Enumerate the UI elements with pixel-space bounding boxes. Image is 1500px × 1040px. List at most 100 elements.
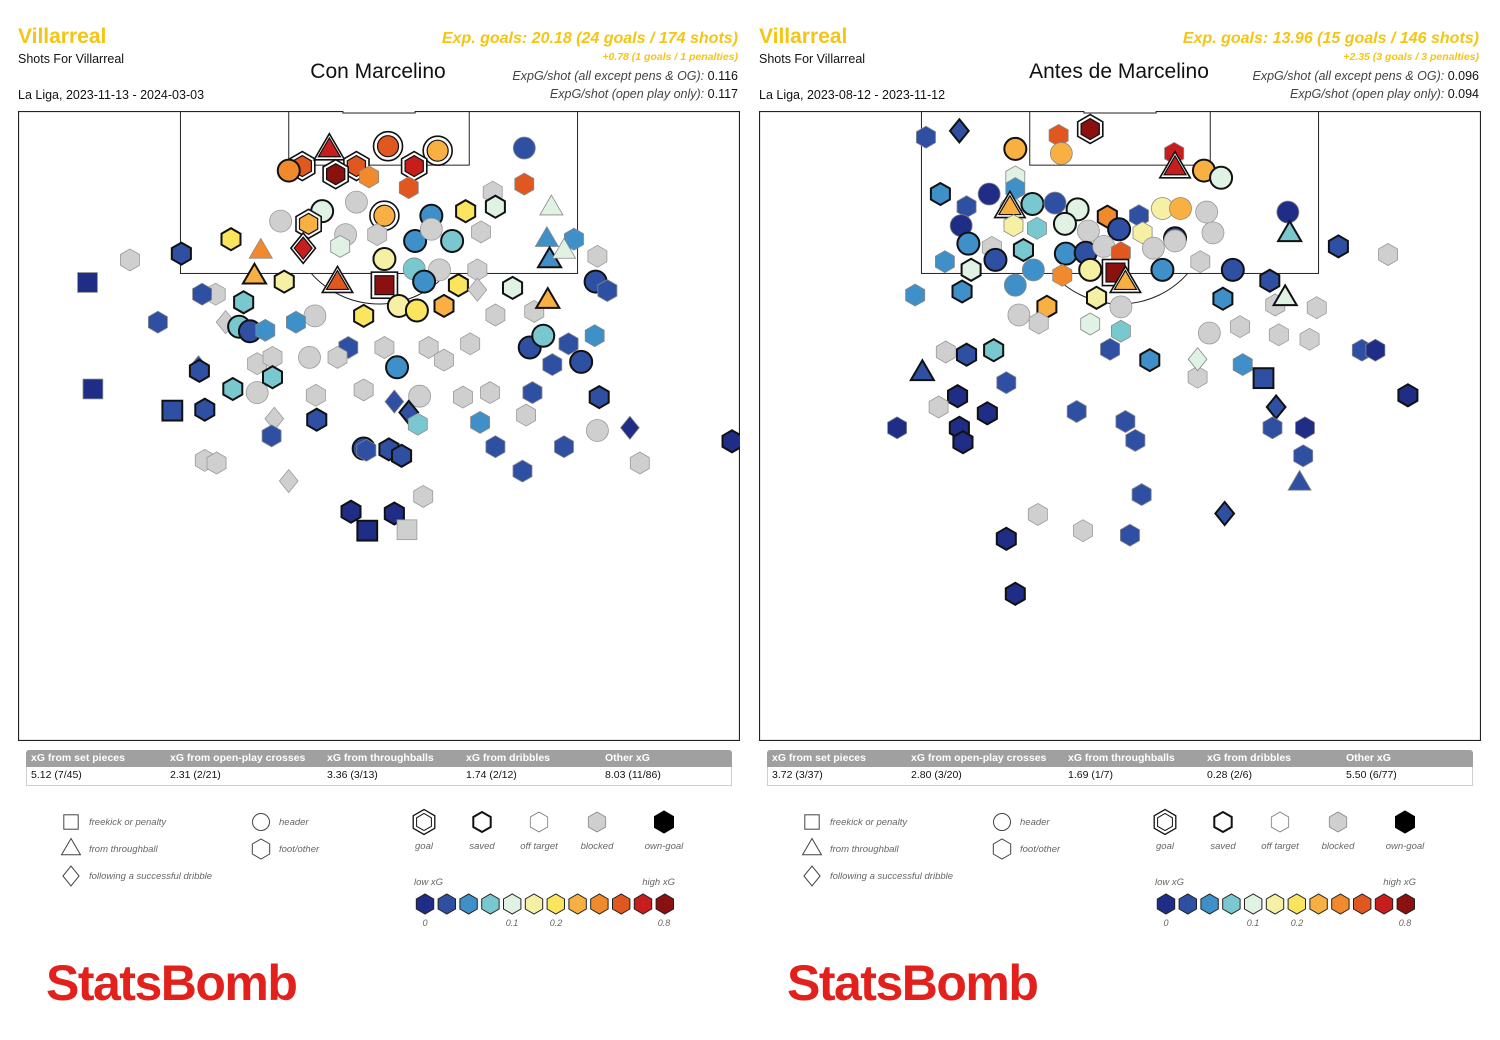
shot-marker: [419, 217, 443, 241]
shot-marker: [1212, 286, 1234, 311]
color-scale-swatch: [437, 893, 456, 915]
panel-title: Con Marcelino: [310, 60, 446, 83]
legend-label: low xG: [1155, 877, 1184, 888]
shot-marker: [905, 283, 926, 307]
shot-marker: [558, 332, 579, 356]
dribble-icon: [62, 865, 80, 887]
foot-icon: [251, 838, 271, 860]
shot-marker: [928, 395, 949, 419]
shot-marker: [1052, 211, 1077, 236]
color-scale-swatch: [633, 893, 653, 915]
summary-header: xG from dribbles: [466, 752, 551, 764]
shot-marker: [1100, 337, 1121, 361]
competition-dates: La Liga, 2023-11-13 - 2024-03-03: [18, 88, 205, 102]
shot-marker: [1012, 237, 1034, 263]
goal-marker: [325, 269, 350, 291]
shot-marker: [372, 247, 397, 272]
legend-label: low xG: [414, 877, 443, 888]
shot-marker: [976, 401, 998, 426]
shot-marker: [983, 247, 1008, 272]
shot-map: [18, 111, 740, 741]
shot-marker: [512, 136, 536, 160]
summary-header: xG from throughballs: [327, 752, 434, 764]
summary-value: 3.36 (3/13): [327, 769, 378, 781]
shot-marker: [1293, 444, 1314, 468]
shot-marker: [460, 332, 481, 356]
color-scale-swatch: [590, 893, 609, 915]
shot-marker: [471, 220, 491, 244]
xg-total: Exp. goals: 13.96 (15 goals / 146 shots): [1182, 30, 1479, 47]
shot-marker: [1052, 263, 1073, 287]
shot-marker: [947, 384, 969, 409]
shot-marker: [82, 378, 104, 400]
legend-label: goal: [1156, 841, 1175, 852]
shot-marker: [1007, 303, 1031, 327]
shot-marker: [1214, 500, 1236, 527]
rate-value: 0.096: [1447, 69, 1479, 83]
shot-marker: [245, 381, 269, 404]
summary-header: Other xG: [1346, 752, 1391, 764]
shot-marker: [404, 298, 429, 323]
panel-con-marcelino: Villarreal Shots For Villarreal La Liga,…: [0, 0, 740, 1040]
color-scale-swatch: [655, 893, 674, 915]
shot-marker: [384, 389, 405, 414]
shot-marker: [887, 416, 908, 440]
saved-icon: [1213, 810, 1233, 834]
shot-marker: [1131, 483, 1152, 507]
goal: [1083, 111, 1157, 114]
color-scale-swatch: [415, 893, 435, 915]
shot-marker: [413, 484, 434, 508]
summary-header-bar: [26, 750, 732, 767]
goal-marker: [1113, 269, 1138, 291]
scale-tick-label: 0.2: [1291, 918, 1304, 928]
shot-markers: [887, 113, 1419, 606]
color-scale-swatch: [1353, 893, 1372, 915]
shot-marker: [467, 277, 488, 302]
shot-marker: [1021, 258, 1045, 282]
shot-marker: [516, 403, 536, 427]
shot-marker: [1276, 200, 1300, 224]
shot-marker: [447, 273, 469, 298]
shot-marker: [996, 371, 1017, 395]
legend-label: own-goal: [1386, 841, 1425, 852]
color-scale-swatch: [1396, 893, 1415, 915]
summary-header: xG from dribbles: [1207, 752, 1292, 764]
shot-marker: [403, 228, 428, 253]
shot-marker: [455, 199, 477, 224]
shot-marker: [276, 158, 301, 183]
summary-value: 2.80 (3/20): [911, 769, 962, 781]
goal-marker: [1080, 117, 1100, 141]
shot-marker: [383, 501, 405, 526]
shot-marker: [433, 293, 455, 319]
shot-marker: [192, 282, 213, 306]
dribble-icon: [803, 865, 821, 887]
shot-marker: [480, 381, 500, 405]
shot-marker: [170, 241, 192, 266]
color-scale-swatch: [1200, 893, 1219, 915]
shot-marker: [398, 176, 419, 200]
legend: freekick or penalty from throughball follo…: [60, 808, 684, 928]
legend-label: blocked: [1322, 841, 1355, 852]
shot-marker: [241, 261, 268, 285]
legend-label: freekick or penalty: [830, 817, 908, 828]
shot-marker: [929, 181, 951, 207]
shot-marker: [586, 419, 609, 442]
shot-marker: [1262, 416, 1283, 440]
shot-map: [759, 111, 1481, 741]
shot-marker: [1190, 250, 1211, 274]
off-target-icon: [529, 811, 549, 833]
shot-marker: [120, 248, 140, 272]
shot-marker: [1268, 323, 1289, 347]
shot-marker: [977, 182, 1001, 206]
shot-marker: [1080, 312, 1101, 336]
shot-marker: [1397, 383, 1419, 408]
shot-marker: [1003, 136, 1028, 161]
throughball-icon: [801, 837, 823, 856]
legend-label: saved: [469, 841, 495, 852]
shot-marker: [1271, 283, 1299, 307]
goal-marker: [1162, 154, 1188, 176]
shot-marker: [629, 451, 650, 475]
scale-tick-label: 0.1: [1247, 918, 1260, 928]
subtitle: Shots For Villarreal: [18, 52, 125, 66]
shot-marker: [1128, 204, 1149, 228]
